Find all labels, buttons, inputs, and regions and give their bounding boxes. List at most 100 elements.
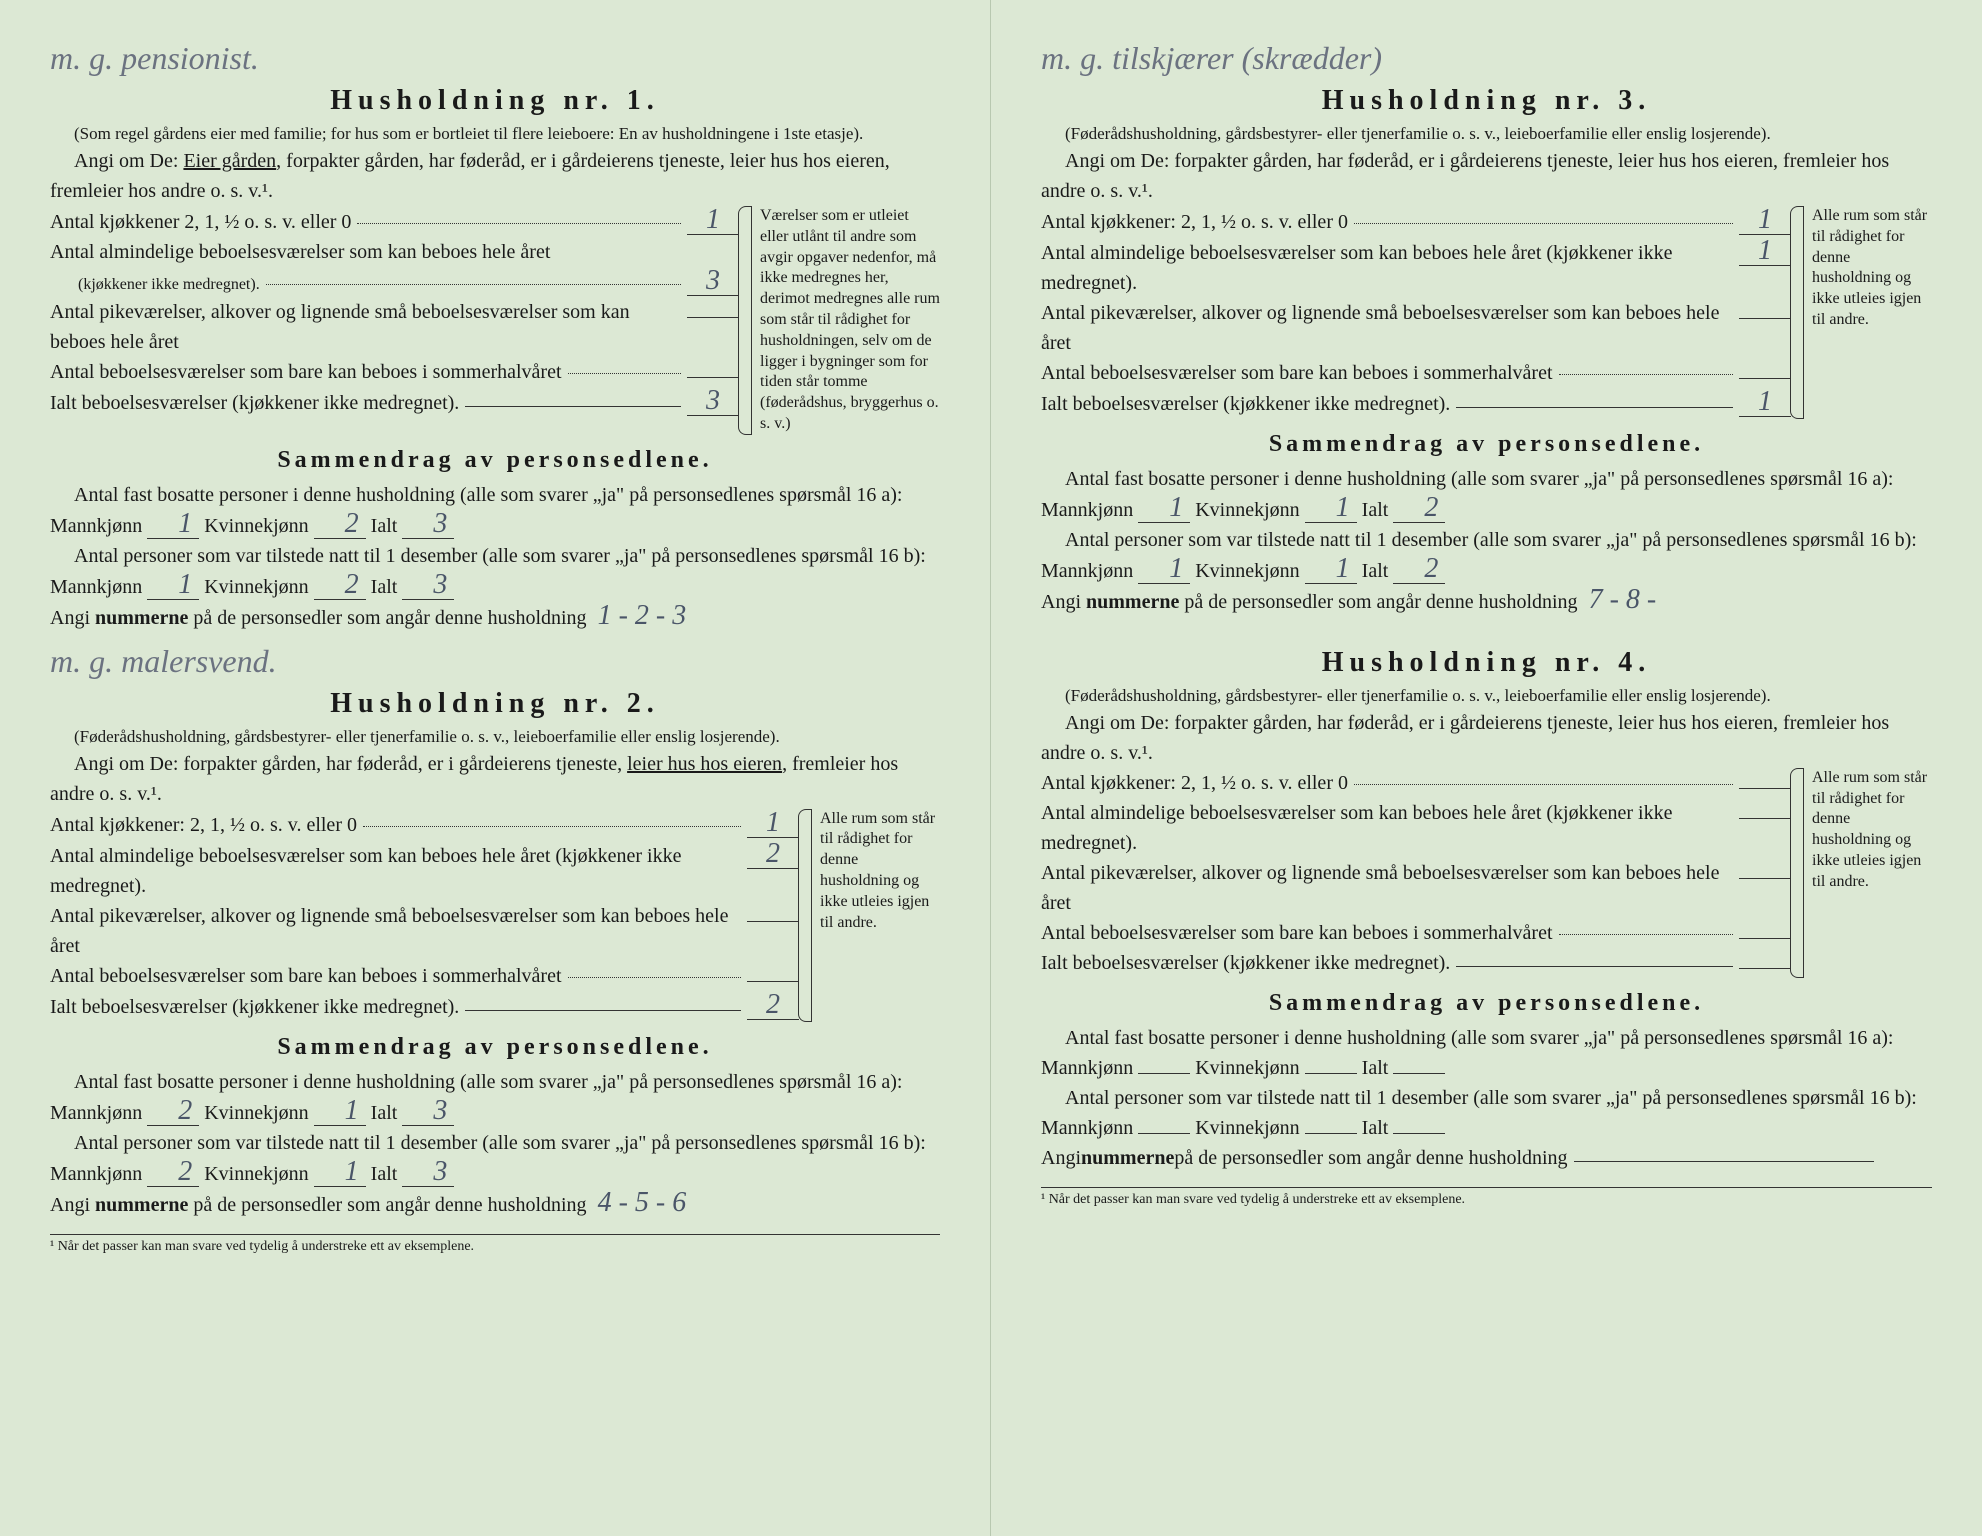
h2-angi-underline: leier hus hos eieren xyxy=(627,753,782,775)
angi-num-pre: Angi xyxy=(50,607,95,629)
h4-k2 xyxy=(1305,1133,1357,1134)
h4-sommer-label: Antal beboelsesværelser som bare kan beb… xyxy=(1041,918,1553,948)
h1-i1: 3 xyxy=(402,510,454,539)
page-left: m. g. pensionist. Husholdning nr. 1. (So… xyxy=(0,0,991,1536)
h4-kjokken-label: Antal kjøkkener: 2, 1, ½ o. s. v. eller … xyxy=(1041,768,1348,798)
h1-fields: Antal kjøkkener 2, 1, ½ o. s. v. eller 0… xyxy=(50,206,940,435)
h2-sommer-row: Antal beboelsesværelser som bare kan beb… xyxy=(50,961,799,991)
h1-kjokken-val: 1 xyxy=(687,206,739,235)
h3-samm-title: Sammendrag av personsedlene. xyxy=(1041,431,1932,458)
h1-alm-label: Antal almindelige beboelsesværelser som … xyxy=(50,241,550,263)
h1-side-text: Værelser som er utleiet eller utlånt til… xyxy=(760,207,940,432)
h2-angi-pre: Angi om De: forpakter gården, har føderå… xyxy=(74,753,627,775)
h4-pike-label: Antal pikeværelser, alkover og lignende … xyxy=(1041,858,1727,918)
angi-num-b-3: nummerne xyxy=(1086,591,1179,613)
h3-pike-row: Antal pikeværelser, alkover og lignende … xyxy=(1041,298,1791,358)
h3-fields: Antal kjøkkener: 2, 1, ½ o. s. v. eller … xyxy=(1041,206,1932,419)
h4-samm-title: Sammendrag av personsedlene. xyxy=(1041,990,1932,1017)
h1-sommer-val xyxy=(687,377,739,378)
h2-title: Husholdning nr. 2. xyxy=(50,688,940,720)
h4-alm-row: Antal almindelige beboelsesværelser som … xyxy=(1041,798,1791,858)
h3-i1: 2 xyxy=(1393,494,1445,523)
h2-kjokken-row: Antal kjøkkener: 2, 1, ½ o. s. v. eller … xyxy=(50,809,799,840)
h4-samm-l2-pre: Antal personer som var tilstede natt til… xyxy=(1041,1087,1917,1139)
h2-ialt-val: 2 xyxy=(747,991,799,1020)
h4-ialt-label: Ialt beboelsesværelser (kjøkkener ikke m… xyxy=(1041,948,1450,978)
h3-angi-num: Angi nummerne på de personsedler som ang… xyxy=(1041,586,1932,617)
angi-num-rest: på de personsedler som angår denne husho… xyxy=(188,607,586,629)
h4-side-note: Alle rum som står til rådighet for denne… xyxy=(1803,768,1932,978)
h3-samm-l2: Antal personer som var tilstede natt til… xyxy=(1041,525,1932,586)
h3-num-val: 7 - 8 - xyxy=(1583,586,1663,614)
h2-side-text: Alle rum som står til rådighet for denne… xyxy=(820,810,935,931)
h1-title: Husholdning nr. 1. xyxy=(50,85,940,117)
h1-kjokken-label: Antal kjøkkener 2, 1, ½ o. s. v. eller 0 xyxy=(50,207,351,237)
h2-pike-label: Antal pikeværelser, alkover og lignende … xyxy=(50,901,735,961)
ialt-label-3: Ialt xyxy=(371,1102,398,1124)
h3-ialt-val: 1 xyxy=(1739,388,1791,417)
h3-m1: 1 xyxy=(1138,494,1190,523)
kvinne-label-7: Kvinnekjønn xyxy=(1195,1057,1299,1079)
h4-sommer-row: Antal beboelsesværelser som bare kan beb… xyxy=(1041,918,1791,948)
h1-kjokken-row: Antal kjøkkener 2, 1, ½ o. s. v. eller 0… xyxy=(50,206,739,237)
h3-ialt-row: Ialt beboelsesværelser (kjøkkener ikke m… xyxy=(1041,388,1791,419)
h2-alm-val: 2 xyxy=(747,840,799,869)
h2-note: (Føderådshusholdning, gårdsbestyrer- ell… xyxy=(50,726,940,749)
h2-pike-row: Antal pikeværelser, alkover og lignende … xyxy=(50,901,799,961)
h2-ialt-row: Ialt beboelsesværelser (kjøkkener ikke m… xyxy=(50,991,799,1022)
h2-i2: 3 xyxy=(402,1158,454,1187)
h1-num-val: 1 - 2 - 3 xyxy=(592,602,693,630)
h1-pike-label: Antal pikeværelser, alkover og lignende … xyxy=(50,297,675,357)
h3-alm-row: Antal almindelige beboelsesværelser som … xyxy=(1041,237,1791,298)
h2-k2: 1 xyxy=(314,1158,366,1187)
h1-angi: Angi om De: Eier gården, forpakter gårde… xyxy=(50,146,940,206)
h4-kjokken-row: Antal kjøkkener: 2, 1, ½ o. s. v. eller … xyxy=(1041,768,1791,798)
h4-m1 xyxy=(1138,1073,1190,1074)
h1-k1: 2 xyxy=(314,510,366,539)
kvinne-label-3: Kvinnekjønn xyxy=(204,1102,308,1124)
h3-samm-l1: Antal fast bosatte personer i denne hush… xyxy=(1041,464,1932,525)
h3-kjokken-row: Antal kjøkkener: 2, 1, ½ o. s. v. eller … xyxy=(1041,206,1791,237)
h2-sommer-label: Antal beboelsesværelser som bare kan beb… xyxy=(50,961,562,991)
handwriting-note-3: m. g. tilskjærer (skrædder) xyxy=(1041,40,1932,77)
h3-kjokken-label: Antal kjøkkener: 2, 1, ½ o. s. v. eller … xyxy=(1041,207,1348,237)
h2-num-val: 4 - 5 - 6 xyxy=(592,1189,693,1217)
h4-ialt-row: Ialt beboelsesværelser (kjøkkener ikke m… xyxy=(1041,948,1791,978)
h2-fields: Antal kjøkkener: 2, 1, ½ o. s. v. eller … xyxy=(50,809,940,1022)
h3-title: Husholdning nr. 3. xyxy=(1041,85,1932,117)
angi-num-b: nummerne xyxy=(95,607,188,629)
h2-ialt-label: Ialt beboelsesværelser (kjøkkener ikke m… xyxy=(50,992,459,1022)
h3-sommer-row: Antal beboelsesværelser som bare kan beb… xyxy=(1041,358,1791,388)
h2-angi: Angi om De: forpakter gården, har føderå… xyxy=(50,749,940,809)
h2-m1: 2 xyxy=(147,1097,199,1126)
h2-k1: 1 xyxy=(314,1097,366,1126)
h4-pike-row: Antal pikeværelser, alkover og lignende … xyxy=(1041,858,1791,918)
h3-m2: 1 xyxy=(1138,555,1190,584)
h1-pike-val xyxy=(687,317,739,318)
h4-alm-label: Antal almindelige beboelsesværelser som … xyxy=(1041,798,1727,858)
h4-side-text: Alle rum som står til rådighet for denne… xyxy=(1812,769,1927,890)
h4-note: (Føderådshusholdning, gårdsbestyrer- ell… xyxy=(1041,685,1932,708)
h1-alm-sub: (kjøkkener ikke medregnet). xyxy=(50,273,260,297)
h1-angi-underline: Eier gården xyxy=(183,150,276,172)
h2-alm-row: Antal almindelige beboelsesværelser som … xyxy=(50,840,799,901)
ialt-label-8: Ialt xyxy=(1362,1117,1389,1139)
h4-angi-num: Angi nummerne på de personsedler som ang… xyxy=(1041,1143,1932,1173)
h2-samm-title: Sammendrag av personsedlene. xyxy=(50,1034,940,1061)
household-4: Husholdning nr. 4. (Føderådshusholdning,… xyxy=(1041,647,1932,1173)
ialt-label-5: Ialt xyxy=(1362,499,1389,521)
footnote-right: ¹ Når det passer kan man svare ved tydel… xyxy=(1041,1187,1932,1208)
page-right: m. g. tilskjærer (skrædder) Husholdning … xyxy=(991,0,1982,1536)
h4-samm-l1-pre: Antal fast bosatte personer i denne hush… xyxy=(1041,1027,1894,1079)
h1-ialt-label: Ialt beboelsesværelser (kjøkkener ikke m… xyxy=(50,388,459,418)
h3-alm-val: 1 xyxy=(1739,237,1791,266)
household-2: Husholdning nr. 2. (Føderådshusholdning,… xyxy=(50,688,940,1220)
h2-kjokken-val: 1 xyxy=(747,809,799,838)
h4-angi: Angi om De: forpakter gården, har føderå… xyxy=(1041,708,1932,768)
kvinne-label-4: Kvinnekjønn xyxy=(204,1163,308,1185)
h1-ialt-val: 3 xyxy=(687,387,739,416)
footnote-left: ¹ Når det passer kan man svare ved tydel… xyxy=(50,1234,940,1255)
ialt-label-7: Ialt xyxy=(1362,1057,1389,1079)
h4-samm-l2: Antal personer som var tilstede natt til… xyxy=(1041,1083,1932,1143)
angi-num-rest-2: på de personsedler som angår denne husho… xyxy=(188,1194,586,1216)
